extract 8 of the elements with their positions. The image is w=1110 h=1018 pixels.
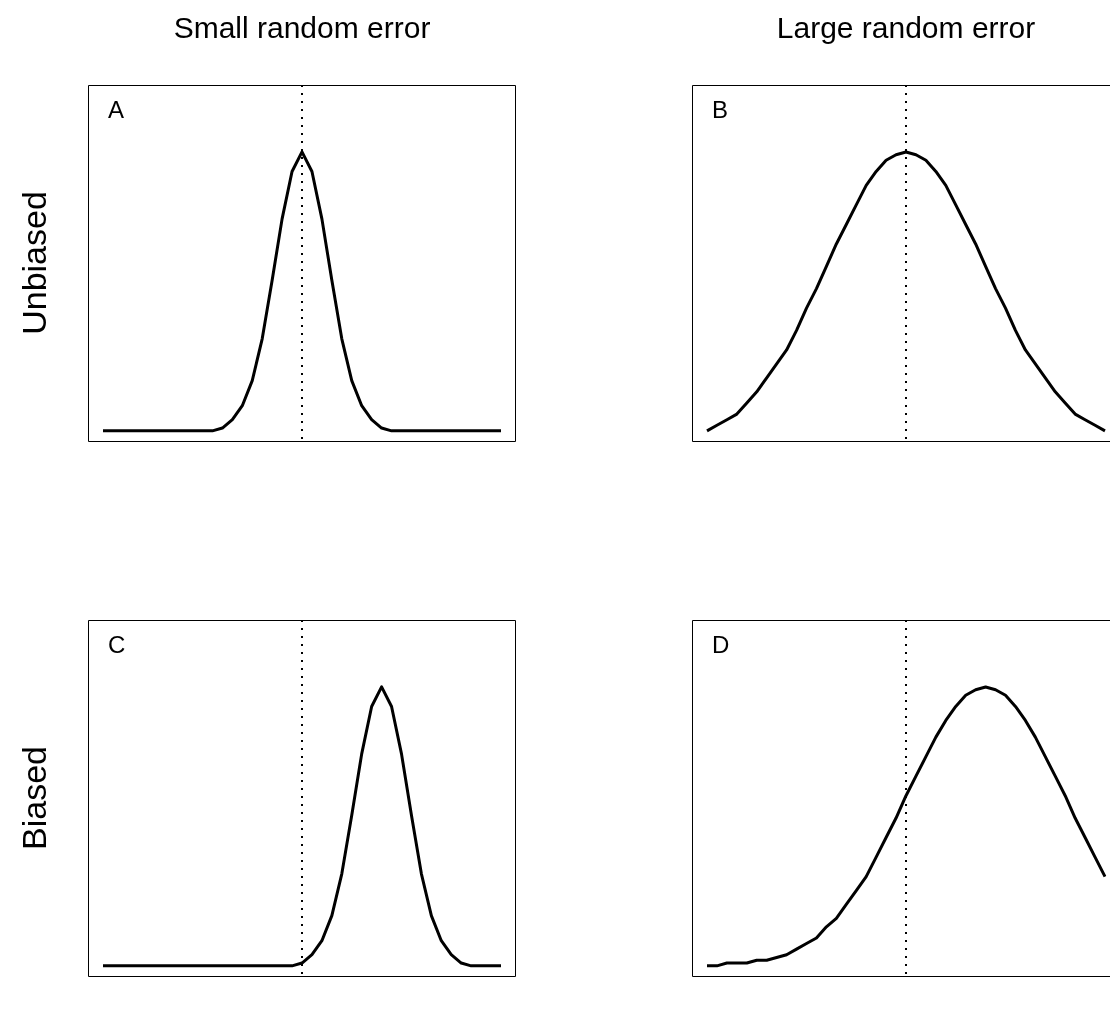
chart-title: Small random error bbox=[172, 11, 432, 45]
text: C bbox=[108, 630, 126, 658]
text: A bbox=[108, 95, 125, 123]
y-axis-title: Biased bbox=[14, 746, 54, 850]
text: D bbox=[712, 630, 730, 658]
y-axis-title: Unbiased bbox=[14, 191, 54, 335]
chart-title: Large random error bbox=[775, 11, 1037, 45]
text: B bbox=[712, 95, 729, 123]
